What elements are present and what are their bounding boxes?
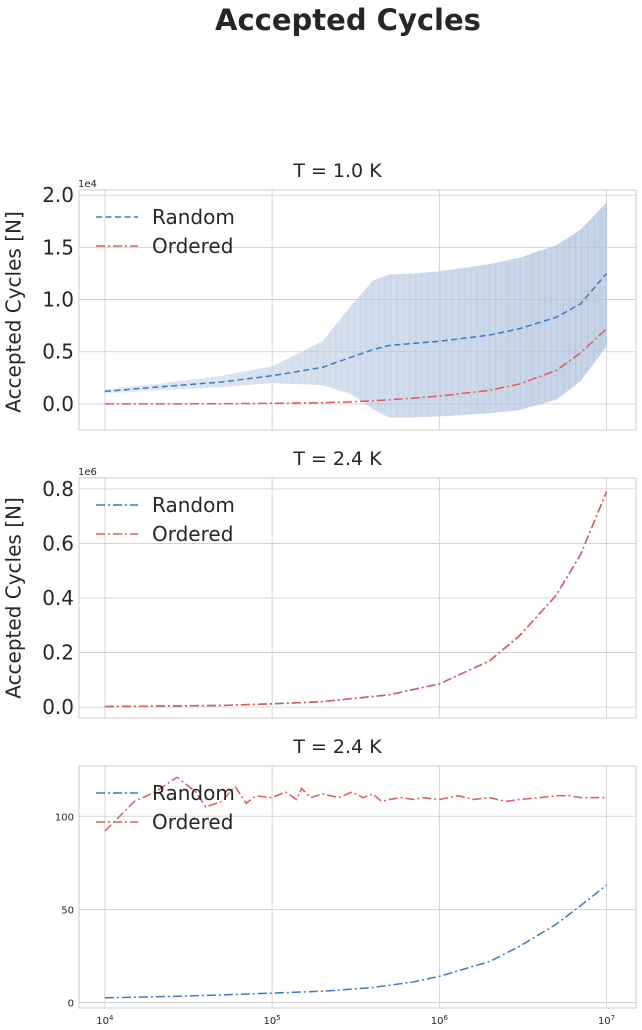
panel-2: T = 2.4 K 0.0 0.2 0.4 0.6 0.8 1e6 Accepted Cycl… xyxy=(2,448,637,719)
legend-label: Random xyxy=(152,493,235,517)
series-line-random xyxy=(104,884,608,999)
series-line-ordered xyxy=(104,776,607,832)
series-line-ordered xyxy=(104,328,608,405)
figure-title: Accepted Cycles xyxy=(215,3,481,37)
y-tick-label: 0.8 xyxy=(42,477,74,501)
y-tick-label: 0.6 xyxy=(42,531,74,555)
panel-title: T = 2.4 K xyxy=(292,448,382,470)
plot-area xyxy=(104,202,608,418)
axes-frame xyxy=(78,765,637,1009)
panel-1: T = 1.0 K 0.0 0.5 1.0 1.5 2.0 1e4 Accepted Cycl… xyxy=(2,160,637,431)
y-tick-label: 50 xyxy=(61,905,74,916)
y-tick-label: 100 xyxy=(55,812,74,823)
legend-label: Ordered xyxy=(152,810,233,834)
y-axis-label: Accepted Cycles [N] xyxy=(2,497,26,699)
panels: T = 1.0 K 0.0 0.5 1.0 1.5 2.0 1e4 Accepted Cycl… xyxy=(2,160,637,1027)
error-band xyxy=(104,202,608,418)
y-tick-label: 0.5 xyxy=(42,340,74,364)
panel-title: T = 1.0 K xyxy=(292,160,382,182)
legend: Random Ordered xyxy=(96,205,235,258)
x-tick-label: 105 xyxy=(264,1014,281,1027)
x-tick-label: 106 xyxy=(431,1014,449,1027)
y-tick-label: 0.4 xyxy=(42,586,74,610)
y-tick-label: 1.0 xyxy=(42,288,74,312)
series-line-ordered xyxy=(104,491,608,708)
plot-area xyxy=(104,491,608,708)
y-tick-label: 1.5 xyxy=(42,235,74,259)
panel-3: T = 2.4 K 0 50 100 104 105 106 107 Random Ordered xyxy=(55,736,637,1027)
plot-area xyxy=(104,776,608,999)
axis-offset-label: 1e4 xyxy=(78,179,97,190)
x-tick-label: 104 xyxy=(96,1014,114,1027)
y-tick-label: 2.0 xyxy=(42,183,74,207)
y-tick-label: 0 xyxy=(68,998,74,1009)
axis-offset-label: 1e6 xyxy=(78,467,97,478)
legend-label: Ordered xyxy=(152,234,233,258)
x-tick-label: 107 xyxy=(598,1014,615,1027)
y-tick-label: 0.0 xyxy=(42,695,74,719)
panel-title: T = 2.4 K xyxy=(292,736,382,758)
legend: Random Ordered xyxy=(96,493,235,546)
series-line-random xyxy=(104,272,608,393)
legend: Random Ordered xyxy=(96,781,235,834)
y-tick-label: 0.0 xyxy=(42,392,74,416)
axes-frame xyxy=(78,477,637,719)
legend-label: Random xyxy=(152,205,235,229)
axes-frame xyxy=(78,189,637,431)
y-axis-label: Accepted Cycles [N] xyxy=(2,211,26,413)
legend-label: Random xyxy=(152,781,235,805)
legend-label: Ordered xyxy=(152,522,233,546)
y-tick-label: 0.2 xyxy=(42,641,74,665)
